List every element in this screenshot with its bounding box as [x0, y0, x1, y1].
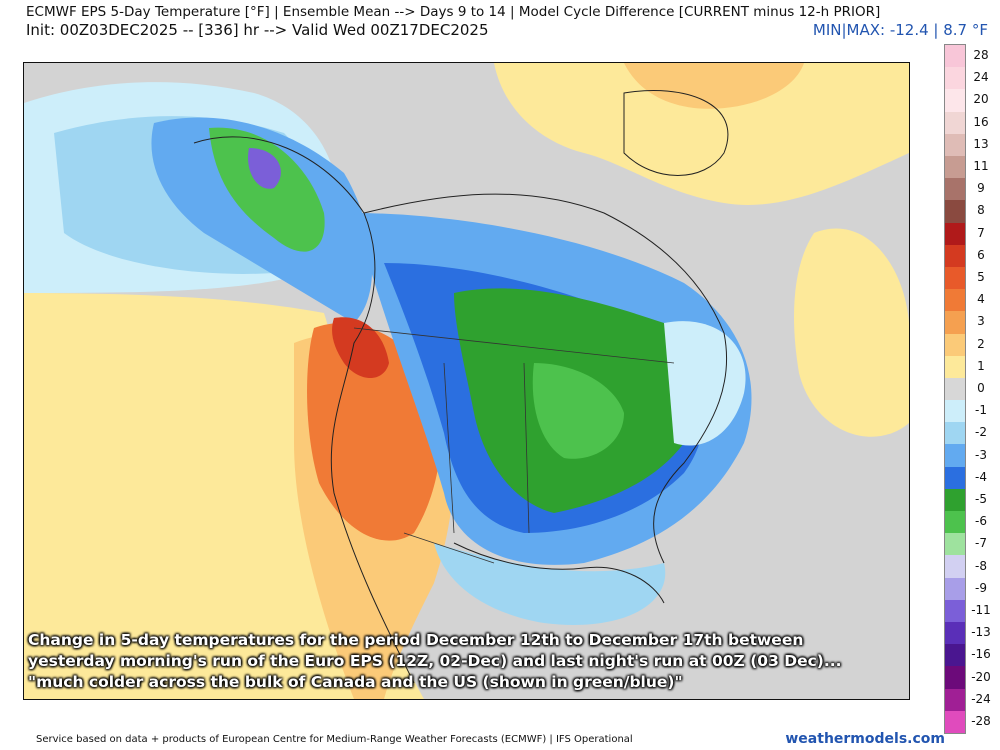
color-scale-cell — [945, 511, 965, 534]
gulf-cold-light — [434, 543, 666, 625]
color-scale-cell — [945, 200, 965, 224]
color-scale-label: 6 — [977, 247, 985, 262]
color-scale-cell — [945, 377, 965, 401]
color-scale-label: 4 — [977, 292, 985, 307]
border-lines — [353, 327, 675, 564]
color-scale-label: -4 — [975, 469, 987, 484]
color-scale-label: 11 — [973, 159, 989, 174]
temperature-difference-map: Change in 5-day temperatures for the per… — [23, 62, 910, 700]
color-scale-cell — [945, 133, 965, 157]
color-scale-cell — [945, 178, 965, 201]
color-scale-label: 9 — [977, 181, 985, 196]
color-scale-label: 24 — [973, 70, 989, 85]
color-scale-label: 28 — [973, 48, 989, 63]
color-scale-label: 20 — [973, 92, 989, 107]
coastline-outlines — [193, 90, 729, 684]
color-scale-cell — [945, 266, 965, 290]
color-scale-cell — [945, 555, 965, 579]
color-scale-label: 0 — [977, 381, 985, 395]
color-scale-cell — [945, 45, 965, 68]
color-scale-label: 8 — [977, 203, 985, 218]
alaska-cold-green — [209, 127, 325, 252]
color-scale-cell — [945, 710, 965, 734]
color-scale-cell — [945, 444, 965, 468]
color-scale-cell — [945, 89, 965, 113]
color-scale-label: 3 — [977, 314, 985, 329]
color-scale-label: -13 — [971, 625, 991, 640]
color-scale-label: 2 — [977, 336, 985, 351]
color-scale-label: -6 — [975, 514, 987, 529]
color-scale-cell — [945, 488, 965, 512]
color-scale-label: -8 — [975, 558, 987, 573]
color-scale-label: 1 — [977, 358, 985, 373]
greenland-warm-mid — [624, 63, 804, 109]
west-warm-max — [332, 317, 389, 378]
map-canvas — [24, 63, 909, 699]
color-scale-cell — [945, 244, 965, 268]
color-scale-label: 7 — [977, 225, 985, 240]
color-scale-label: -5 — [975, 491, 987, 506]
map-caption: Change in 5-day temperatures for the per… — [28, 630, 898, 693]
color-scale-cell — [945, 355, 965, 379]
color-scale-cell — [945, 289, 965, 312]
color-scale-label: -28 — [971, 713, 991, 728]
color-scale-cell — [945, 466, 965, 490]
caption-line: Change in 5-day temperatures for the per… — [28, 631, 804, 649]
init-valid-line: Init: 00Z03DEC2025 -- [336] hr --> Valid… — [26, 21, 489, 39]
color-scale-label: -16 — [971, 647, 991, 662]
color-scale-cell — [945, 333, 965, 357]
color-scale-cell — [945, 222, 965, 246]
atlantic-warm-light — [794, 228, 909, 437]
min-max-readout: MIN|MAX: -12.4 | 8.7 °F — [812, 21, 988, 39]
chart-title: ECMWF EPS 5-Day Temperature [°F] | Ensem… — [26, 4, 881, 20]
caption-line: "much colder across the bulk of Canada a… — [28, 673, 683, 691]
data-source-credit: Service based on data + products of Euro… — [36, 734, 633, 745]
color-scale-cell — [945, 155, 965, 179]
atlantic-cold-light — [664, 321, 746, 446]
greenland-warm-light — [494, 63, 909, 205]
color-scale-cell — [945, 422, 965, 445]
color-scale-cell — [945, 622, 965, 645]
color-scale-label: -1 — [975, 403, 987, 418]
color-scale-label: -7 — [975, 536, 987, 551]
color-scale-label: 13 — [973, 136, 989, 151]
color-scale-label: -11 — [971, 602, 991, 617]
color-scale-cell — [945, 311, 965, 334]
color-scale-cell — [945, 111, 965, 135]
color-scale-cell — [945, 577, 965, 601]
color-scale-cell — [945, 644, 965, 667]
color-scale-bar — [944, 44, 966, 734]
color-scale-label: 5 — [977, 270, 985, 285]
color-scale-cell — [945, 533, 965, 556]
caption-line: yesterday morning's run of the Euro EPS … — [28, 652, 842, 670]
alaska-cold-min — [248, 148, 281, 189]
color-scale-label: -3 — [975, 447, 987, 462]
color-scale-cell — [945, 666, 965, 690]
color-scale-label: -2 — [975, 425, 987, 440]
color-scale-label: -9 — [975, 580, 987, 595]
central-cold-green-light — [532, 363, 624, 459]
color-scale-cell — [945, 688, 965, 712]
color-scale-cell — [945, 400, 965, 423]
color-scale-cell — [945, 67, 965, 90]
color-scale-label: 16 — [973, 114, 989, 129]
color-scale-label: -20 — [971, 669, 991, 684]
color-scale-cell — [945, 599, 965, 623]
color-scale-label: -24 — [971, 691, 991, 706]
site-brand-link[interactable]: weathermodels.com — [785, 731, 945, 747]
